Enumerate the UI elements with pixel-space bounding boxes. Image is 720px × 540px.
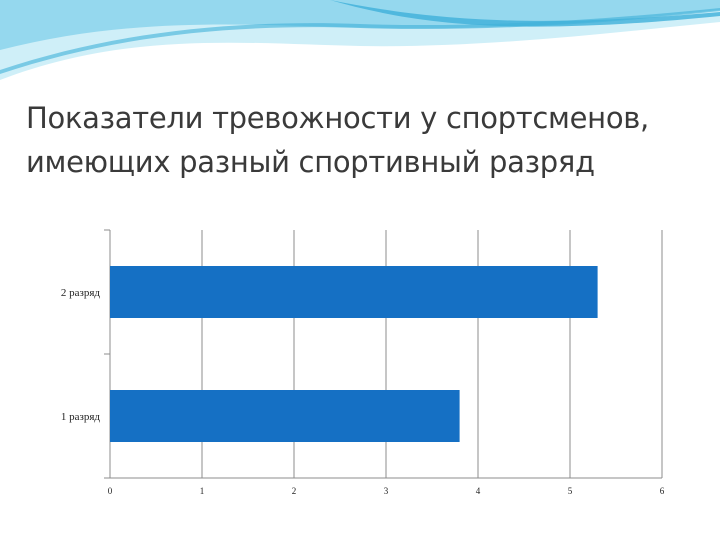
category-label-1: 2 разряд: [61, 287, 101, 299]
bar-1: [110, 266, 598, 318]
title-line-2: имеющих разный спортивный разряд: [26, 145, 595, 179]
x-tick-label: 3: [384, 486, 389, 496]
x-tick-label: 4: [476, 486, 481, 496]
x-tick-label: 2: [292, 486, 297, 496]
x-tick-label: 5: [568, 486, 573, 496]
category-label-2: 1 разряд: [61, 411, 101, 423]
x-tick-label: 0: [108, 486, 113, 496]
title-line-1: Показатели тревожности у спортсменов,: [26, 101, 649, 135]
slide-title: Показатели тревожности у спортсменов, им…: [26, 96, 706, 184]
bar-2: [110, 390, 460, 442]
x-tick-label: 1: [200, 486, 205, 496]
x-tick-label: 6: [660, 486, 665, 496]
header-wave-decoration: [0, 0, 720, 80]
